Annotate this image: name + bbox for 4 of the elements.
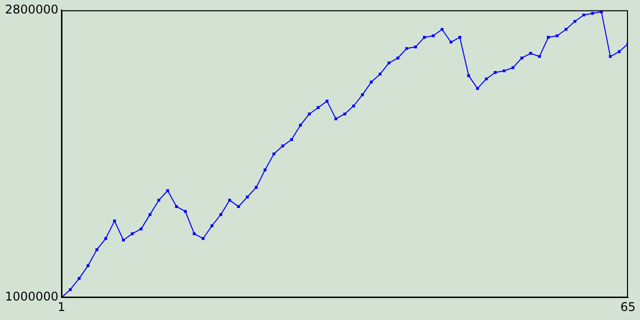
x-tick-label: 1 [58,300,66,314]
x-tick-label: 65 [620,300,636,314]
y-tick-label: 2800000 [4,2,58,16]
y-tick-label: 1000000 [4,290,58,304]
